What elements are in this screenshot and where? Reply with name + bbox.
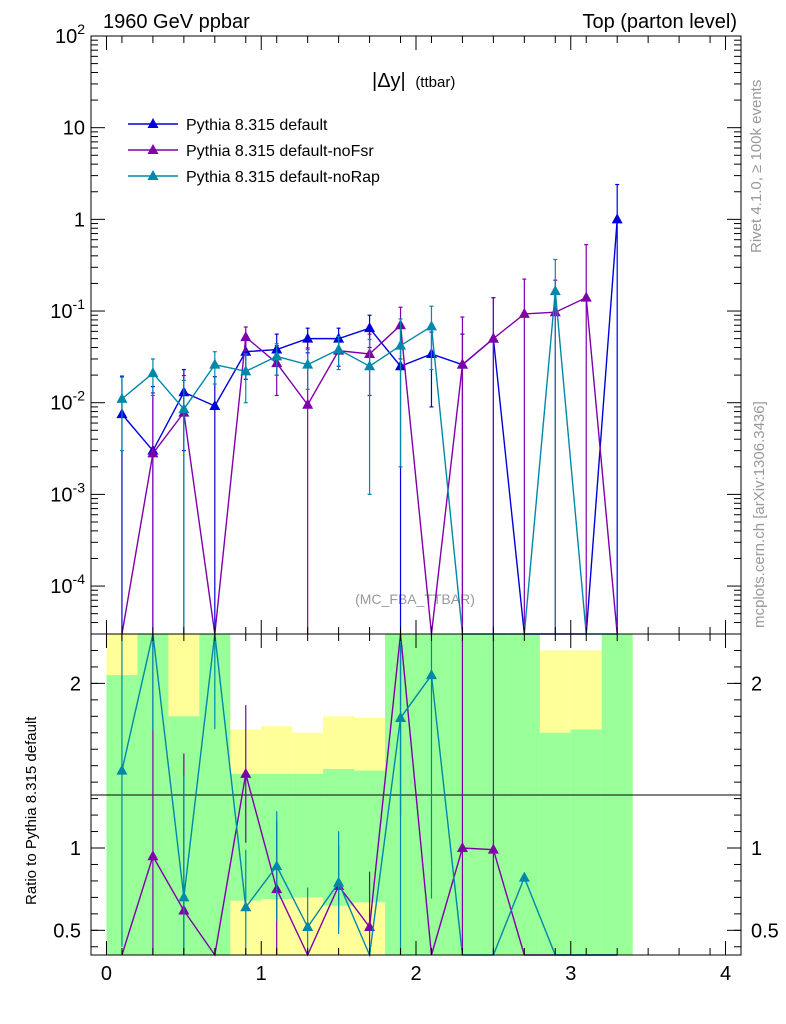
data-point — [302, 398, 314, 409]
ratio-point — [518, 871, 530, 882]
x-tick-label: 2 — [410, 963, 421, 985]
data-point — [456, 358, 468, 369]
data-point — [209, 358, 221, 369]
ratio-point — [240, 767, 252, 778]
legend: Pythia 8.315 default Pythia 8.315 defaul… — [128, 117, 380, 186]
ratio-point — [271, 860, 283, 871]
y-tick-label: 10-4 — [50, 571, 85, 598]
data-point — [549, 285, 561, 296]
data-point — [364, 360, 376, 371]
y-tick-label: 10-2 — [50, 388, 85, 415]
data-point — [302, 332, 314, 343]
main-series — [116, 183, 623, 635]
data-point — [364, 322, 376, 333]
header-left: 1960 GeV ppbar — [103, 11, 250, 33]
data-point — [395, 339, 407, 350]
legend-entry-default: Pythia 8.315 default — [128, 117, 328, 134]
data-point — [333, 343, 345, 354]
data-point — [178, 403, 190, 414]
legend-label-nofsr: Pythia 8.315 default-noFsr — [186, 143, 374, 160]
ratio-point — [147, 850, 159, 861]
legend-entry-norap: Pythia 8.315 default-noRap — [128, 169, 380, 186]
plot-title-sub: (ttbar) — [415, 74, 455, 91]
mcplots-label: mcplots.cern.ch [arXiv:1306.3436] — [751, 401, 768, 628]
y-tick-label: 10 — [63, 118, 85, 140]
header-right: Top (parton level) — [582, 11, 737, 33]
ratio-point — [364, 921, 376, 932]
main-y-axis: 102 10 1 10-1 10-2 10-3 10-4 — [50, 21, 741, 635]
legend-entry-nofsr: Pythia 8.315 default-noFsr — [128, 143, 374, 160]
plot-title: |Δy| (ttbar) — [372, 70, 455, 92]
y-tick-label: 1 — [74, 209, 85, 231]
series-1 — [121, 244, 618, 635]
data-point — [580, 291, 592, 302]
x-axis: 0 1 2 3 4 — [90, 36, 731, 985]
data-point — [147, 367, 159, 378]
y-tick-label: 10-1 — [50, 296, 85, 323]
x-tick-label: 0 — [101, 963, 112, 985]
y-tick-label: 10-3 — [50, 479, 85, 506]
ratio-point — [178, 891, 190, 902]
data-point — [425, 320, 437, 331]
ratio-y-tick-label-right: 1 — [751, 838, 762, 860]
band-green — [570, 729, 602, 955]
ratio-series — [116, 633, 618, 958]
ratio-y-tick-label-left: 1 — [70, 838, 81, 860]
band-green — [292, 773, 324, 898]
data-point — [209, 400, 221, 411]
ratio-point — [240, 901, 252, 912]
ratio-point — [395, 711, 407, 722]
legend-marker-nofsr — [147, 144, 159, 154]
plot-title-main: |Δy| — [372, 70, 406, 92]
x-tick-label: 3 — [565, 963, 576, 985]
legend-label-norap: Pythia 8.315 default-noRap — [186, 169, 380, 186]
legend-marker-default — [147, 118, 159, 128]
x-tick-label: 1 — [256, 963, 267, 985]
data-point — [271, 350, 283, 361]
data-point — [518, 307, 530, 318]
legend-label-default: Pythia 8.315 default — [186, 117, 328, 134]
rivet-label: Rivet 4.1.0, ≥ 100k events — [748, 80, 765, 253]
watermark: (MC_FBA_TTBAR) — [355, 591, 475, 607]
ratio-point — [425, 669, 437, 680]
ratio-y-tick-label-left: 0.5 — [53, 920, 81, 942]
ratio-y-tick-label-left: 2 — [70, 673, 81, 695]
y-tick-label: 102 — [55, 21, 85, 48]
series-2 — [116, 258, 618, 635]
ratio-ylabel: Ratio to Pythia 8.315 default — [23, 716, 40, 905]
ratio-y-tick-label-right: 2 — [751, 673, 762, 695]
data-point — [487, 332, 499, 343]
x-tick-label: 4 — [720, 963, 731, 985]
ratio-point — [333, 876, 345, 887]
ratio-point — [302, 921, 314, 932]
band-green — [539, 732, 571, 955]
ratio-y-axis: 0.5 0.5 1 1 2 2 — [53, 649, 779, 948]
ratio-point — [456, 842, 468, 852]
ratio-y-tick-label-right: 0.5 — [751, 920, 779, 942]
data-point — [240, 331, 252, 342]
data-point — [116, 392, 128, 403]
data-point — [240, 365, 252, 376]
data-point — [147, 447, 159, 458]
data-point — [611, 213, 623, 224]
legend-marker-norap — [147, 170, 159, 180]
data-point — [302, 358, 314, 369]
ratio-point — [487, 843, 499, 854]
ratio-point — [116, 764, 128, 775]
